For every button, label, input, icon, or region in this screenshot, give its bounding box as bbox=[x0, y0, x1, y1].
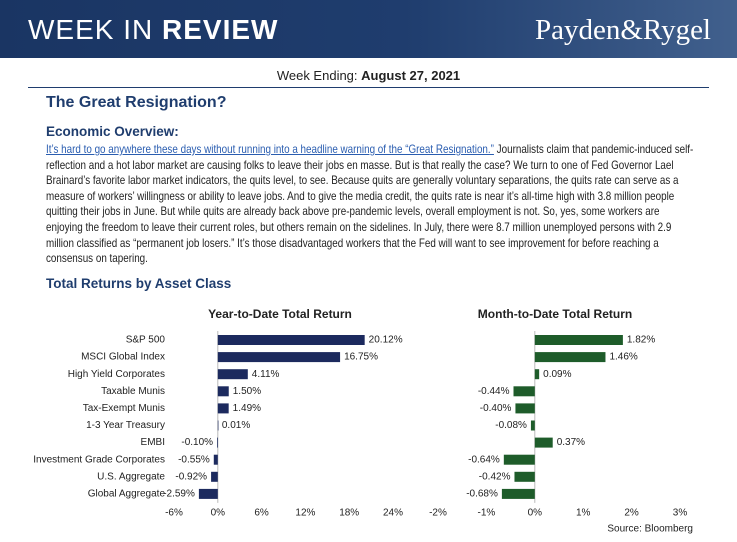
paragraph-text: Journalists claim that pandemic-induced … bbox=[46, 143, 694, 266]
chart-title: Month-to-Date Total Return bbox=[478, 307, 632, 321]
bar bbox=[217, 386, 229, 397]
value-label: -2.59% bbox=[163, 489, 195, 500]
category-label: Global Aggregate bbox=[88, 489, 166, 500]
category-label: Investment Grade Corporates bbox=[33, 454, 165, 465]
x-tick-label: -6% bbox=[165, 508, 183, 519]
value-label: 20.12% bbox=[369, 335, 403, 346]
value-label: 1.46% bbox=[609, 352, 637, 363]
section-heading: Economic Overview: bbox=[46, 124, 179, 139]
value-label: 0.09% bbox=[543, 369, 571, 380]
value-label: -0.08% bbox=[495, 420, 527, 431]
bar bbox=[217, 369, 248, 380]
value-label: -0.40% bbox=[480, 403, 512, 414]
header-title: WEEK IN REVIEW bbox=[28, 14, 278, 46]
week-label: Week Ending: bbox=[276, 68, 358, 83]
x-tick-label: 12% bbox=[295, 508, 315, 519]
header-title-bold: REVIEW bbox=[162, 14, 279, 45]
category-label: MSCI Global Index bbox=[81, 352, 165, 363]
category-label: High Yield Corporates bbox=[68, 369, 165, 380]
bar bbox=[534, 369, 540, 380]
x-tick-label: 3% bbox=[673, 508, 688, 519]
bar bbox=[534, 352, 606, 363]
value-label: 0.37% bbox=[557, 437, 585, 448]
category-label: 1-3 Year Treasury bbox=[86, 420, 165, 431]
bar bbox=[515, 403, 535, 414]
header-title-light: WEEK IN bbox=[28, 14, 154, 45]
bar bbox=[503, 454, 535, 465]
bar bbox=[217, 352, 341, 363]
x-tick-label: 2% bbox=[624, 508, 639, 519]
chart-title: Year-to-Date Total Return bbox=[208, 307, 352, 321]
value-label: 4.11% bbox=[252, 369, 280, 380]
bar bbox=[534, 437, 553, 448]
value-label: 16.75% bbox=[344, 352, 378, 363]
bar bbox=[514, 471, 535, 482]
paragraph: It’s hard to go anywhere these days with… bbox=[46, 142, 696, 267]
x-tick-label: 0% bbox=[211, 508, 226, 519]
value-label: 0.01% bbox=[222, 420, 250, 431]
bar bbox=[213, 454, 218, 465]
value-label: -0.55% bbox=[178, 454, 210, 465]
bar bbox=[211, 471, 218, 482]
value-label: -0.10% bbox=[181, 437, 213, 448]
x-tick-label: -2% bbox=[429, 508, 447, 519]
bar bbox=[534, 335, 623, 345]
week-ending: Week Ending: August 27, 2021 bbox=[0, 68, 737, 83]
category-label: EMBI bbox=[141, 437, 165, 448]
x-tick-label: -1% bbox=[478, 508, 496, 519]
category-label: Tax-Exempt Munis bbox=[83, 403, 165, 414]
charts-heading: Total Returns by Asset Class bbox=[46, 276, 232, 291]
value-label: 1.50% bbox=[233, 386, 261, 397]
value-label: -0.68% bbox=[466, 489, 498, 500]
category-label: S&P 500 bbox=[126, 335, 166, 346]
bar bbox=[217, 335, 365, 345]
bar bbox=[501, 488, 535, 499]
bar bbox=[217, 403, 229, 414]
value-label: -0.44% bbox=[478, 386, 510, 397]
link[interactable]: It’s hard to go anywhere these days with… bbox=[46, 143, 494, 156]
title: The Great Resignation? bbox=[46, 94, 227, 111]
bar bbox=[530, 420, 535, 431]
source: Source: Bloomberg bbox=[607, 524, 693, 535]
value-label: -0.92% bbox=[175, 471, 207, 482]
value-label: -0.42% bbox=[479, 471, 511, 482]
bar bbox=[217, 420, 219, 431]
bar bbox=[217, 437, 218, 448]
brand: Payden&Rygel bbox=[534, 14, 711, 46]
x-tick-label: 24% bbox=[383, 508, 403, 519]
header-band: WEEK IN REVIEW Payden&Rygel bbox=[0, 0, 737, 58]
category-label: U.S. Aggregate bbox=[97, 471, 165, 482]
x-tick-label: 18% bbox=[339, 508, 359, 519]
divider bbox=[28, 87, 709, 88]
x-tick-label: 1% bbox=[576, 508, 591, 519]
category-label: Taxable Munis bbox=[101, 386, 165, 397]
value-label: 1.82% bbox=[627, 335, 655, 346]
x-tick-label: 6% bbox=[254, 508, 269, 519]
x-tick-label: 0% bbox=[528, 508, 543, 519]
bar bbox=[513, 386, 535, 397]
value-label: -0.64% bbox=[468, 454, 500, 465]
bar bbox=[198, 488, 218, 499]
week-date: August 27, 2021 bbox=[361, 68, 461, 83]
value-label: 1.49% bbox=[233, 403, 261, 414]
